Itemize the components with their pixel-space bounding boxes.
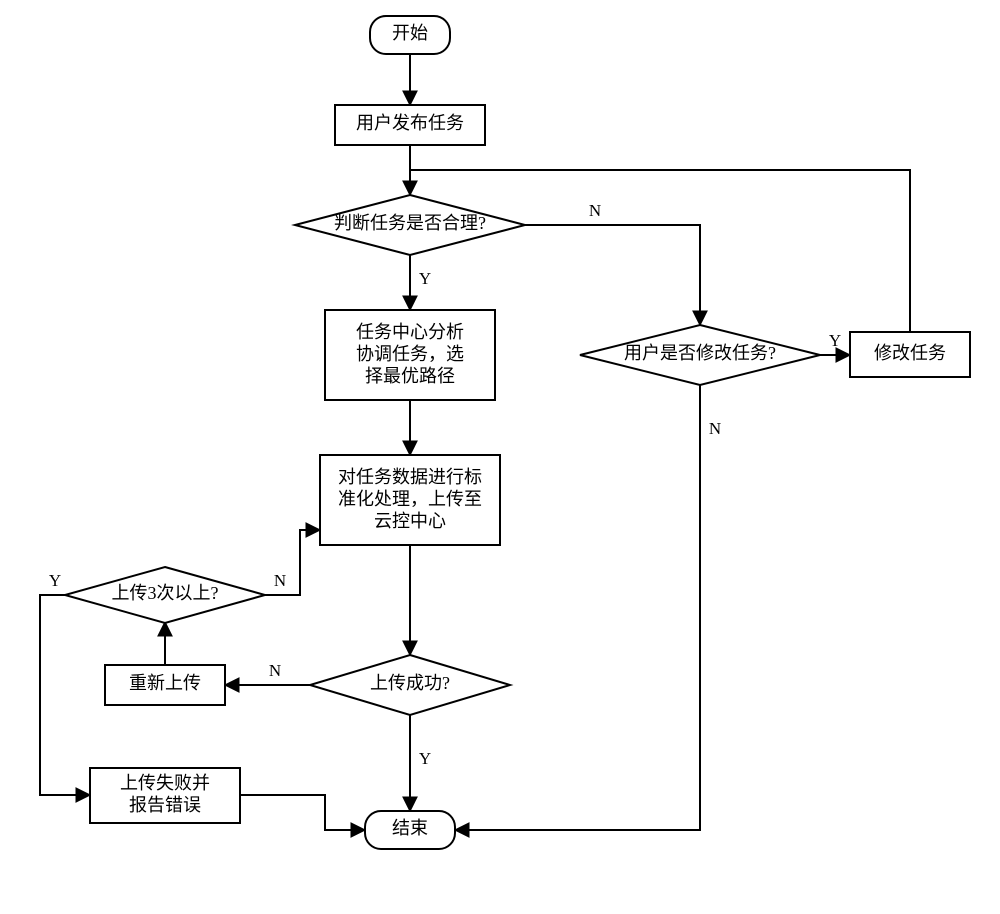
node-start-label: 开始 xyxy=(392,23,428,43)
edge-label-dmodify-n: N xyxy=(709,419,721,438)
node-standard-line3: 云控中心 xyxy=(374,511,446,531)
node-modify-label: 修改任务 xyxy=(874,343,946,363)
node-failrpt-line1: 上传失败并 xyxy=(120,773,210,793)
edge-label-dretry-y: Y xyxy=(49,571,61,590)
edge-dmodify-end xyxy=(455,385,700,830)
edge-label-dretry-n: N xyxy=(274,571,286,590)
edge-dvalid-dmodify xyxy=(525,225,700,325)
node-dvalid-label: 判断任务是否合理? xyxy=(334,213,486,233)
edge-dretry-failrpt xyxy=(40,595,90,795)
node-reupload-label: 重新上传 xyxy=(129,673,201,693)
flowchart-canvas: Y N Y N N Y Y N 开始 用户发布任务 判断任务是否合理? 任务中心… xyxy=(0,0,1000,914)
node-analyze-line1: 任务中心分析 xyxy=(356,322,464,342)
node-standard-line2: 准化处理，上传至 xyxy=(338,489,482,509)
node-analyze-line2: 协调任务，选 xyxy=(356,344,464,364)
edge-failrpt-end xyxy=(240,795,365,830)
edge-modify-loopback xyxy=(410,170,910,332)
edge-label-dvalid-y: Y xyxy=(419,269,431,288)
edge-label-dmodify-y: Y xyxy=(829,331,841,350)
edge-label-dupload-n: N xyxy=(269,661,281,680)
node-dretry-label: 上传3次以上? xyxy=(112,583,219,603)
node-dmodify-label: 用户是否修改任务? xyxy=(624,343,776,363)
node-standard-line1: 对任务数据进行标 xyxy=(338,467,482,487)
node-analyze-line3: 择最优路径 xyxy=(365,366,455,386)
node-dupload-label: 上传成功? xyxy=(370,673,450,693)
node-end-label: 结束 xyxy=(392,818,428,838)
node-publish-label: 用户发布任务 xyxy=(356,113,464,133)
node-failrpt-line2: 报告错误 xyxy=(129,795,201,815)
edge-label-dupload-y: Y xyxy=(419,749,431,768)
edge-label-dvalid-n: N xyxy=(589,201,601,220)
